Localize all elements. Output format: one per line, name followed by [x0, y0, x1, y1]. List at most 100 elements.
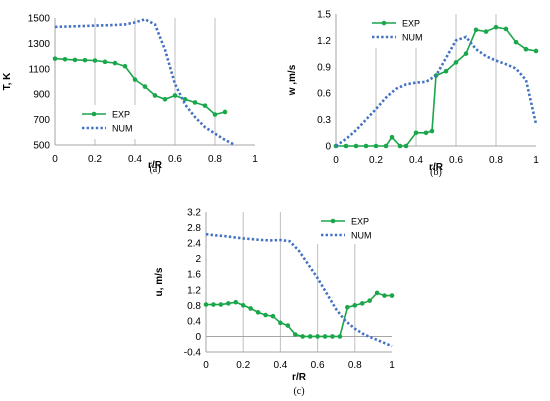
- legend-label: EXP: [402, 19, 420, 29]
- data-point-exp: [202, 103, 208, 108]
- data-point-exp: [374, 290, 380, 296]
- data-point-exp: [278, 320, 283, 326]
- data-point-exp: [211, 302, 216, 307]
- legend-label: EXP: [351, 217, 369, 227]
- x-tick-label: 1: [389, 360, 395, 371]
- y-tick-label: -0.4: [184, 348, 202, 359]
- legend-marker-exp: [91, 111, 97, 117]
- y-axis-title: w ,m/s: [287, 64, 298, 96]
- y-tick-label: 1.2: [317, 36, 331, 47]
- data-point-exp: [240, 303, 246, 308]
- data-point-exp: [132, 77, 138, 82]
- data-point-exp: [248, 306, 253, 311]
- data-point-exp: [382, 293, 387, 298]
- data-point-exp: [112, 60, 118, 66]
- data-point-exp: [453, 60, 459, 65]
- chart-a: 0 0.2 0.4 0.6 0.8 1500700900110013001500r/RT,…: [2, 14, 258, 176]
- legend-box: [78, 105, 150, 139]
- y-tick-label: 0: [325, 142, 331, 153]
- panel-label: (b): [430, 167, 442, 178]
- legend: EXP NUM: [317, 212, 389, 244]
- x-tick-label: 0.6: [168, 154, 182, 165]
- data-point-exp: [343, 143, 349, 149]
- legend-label: EXP: [112, 110, 130, 120]
- series-line-num: [205, 232, 393, 348]
- legend-label: NUM: [351, 231, 372, 241]
- legend: EXP NUM: [78, 105, 150, 139]
- data-point-exp: [373, 143, 379, 149]
- data-point-exp: [322, 334, 328, 339]
- panel-label: (c): [293, 386, 304, 397]
- data-point-exp: [203, 302, 209, 307]
- data-point-exp: [533, 48, 539, 54]
- y-tick-label: 1100: [28, 64, 50, 75]
- series-line-num: [335, 35, 538, 148]
- x-tick-label: 0: [333, 155, 339, 166]
- data-point-exp: [443, 68, 449, 74]
- y-tick-label: 2.8: [187, 223, 201, 234]
- legend-marker-exp: [330, 218, 336, 224]
- x-tick-label: 0.2: [88, 154, 102, 165]
- legend: EXP NUM: [368, 14, 440, 48]
- y-tick-label: 0.9: [317, 62, 331, 73]
- data-point-exp: [503, 26, 509, 32]
- x-tick-label: 0.8: [348, 360, 362, 371]
- x-tick-label: 0.4: [273, 360, 287, 371]
- data-point-exp: [285, 323, 291, 328]
- data-point-exp: [363, 143, 369, 149]
- data-point-exp: [307, 334, 313, 339]
- data-point-exp: [226, 301, 231, 306]
- data-point-exp: [222, 109, 228, 115]
- data-point-exp: [397, 143, 403, 149]
- x-axis-title: r/R: [148, 160, 163, 171]
- data-point-exp: [162, 96, 168, 102]
- data-point-exp: [172, 93, 178, 98]
- legend-box: [368, 14, 440, 48]
- y-tick-label: 2.4: [187, 239, 201, 250]
- data-point-exp: [152, 93, 158, 98]
- y-axis-title: u, m/s: [154, 267, 165, 296]
- x-tick-label: 0.6: [449, 155, 463, 166]
- data-point-exp: [493, 24, 499, 30]
- x-tick-label: 1: [533, 155, 539, 166]
- data-point-exp: [463, 51, 469, 56]
- series-line-exp: [206, 291, 392, 338]
- legend-marker-exp: [381, 20, 387, 26]
- data-point-exp: [122, 63, 128, 69]
- data-point-exp: [423, 130, 429, 136]
- data-point-exp: [218, 302, 224, 307]
- x-tick-label: 0.4: [128, 154, 142, 165]
- y-tick-label: 0.4: [187, 316, 201, 327]
- data-point-exp: [255, 310, 261, 315]
- legend-label: NUM: [112, 124, 133, 134]
- data-point-exp: [233, 299, 239, 305]
- data-point-exp: [52, 56, 58, 61]
- data-point-exp: [212, 112, 218, 117]
- x-tick-label: 0.8: [208, 154, 222, 165]
- y-tick-label: 0.6: [317, 89, 331, 100]
- data-point-exp: [513, 39, 519, 45]
- data-point-exp: [389, 293, 395, 298]
- x-tick-label: 0.2: [236, 360, 250, 371]
- data-point-exp: [330, 334, 335, 339]
- data-point-exp: [523, 46, 529, 52]
- data-point-exp: [345, 304, 350, 310]
- data-point-exp: [82, 57, 88, 63]
- data-point-exp: [92, 58, 98, 63]
- x-tick-label: 1: [252, 154, 258, 165]
- y-axis-title: T, K: [2, 72, 13, 91]
- y-tick-label: 1.6: [187, 270, 201, 281]
- data-point-exp: [72, 57, 78, 63]
- data-point-exp: [352, 303, 358, 308]
- data-point-exp: [300, 334, 306, 339]
- y-tick-label: 900: [33, 90, 50, 101]
- data-point-exp: [389, 134, 395, 140]
- y-tick-label: 0.3: [317, 115, 331, 126]
- x-axis-title: r/R: [429, 162, 444, 173]
- data-point-exp: [62, 56, 68, 62]
- x-tick-label: 0.6: [311, 360, 325, 371]
- legend-label: NUM: [402, 33, 423, 43]
- y-tick-label: 0.8: [187, 301, 201, 312]
- y-tick-label: 1300: [28, 39, 51, 50]
